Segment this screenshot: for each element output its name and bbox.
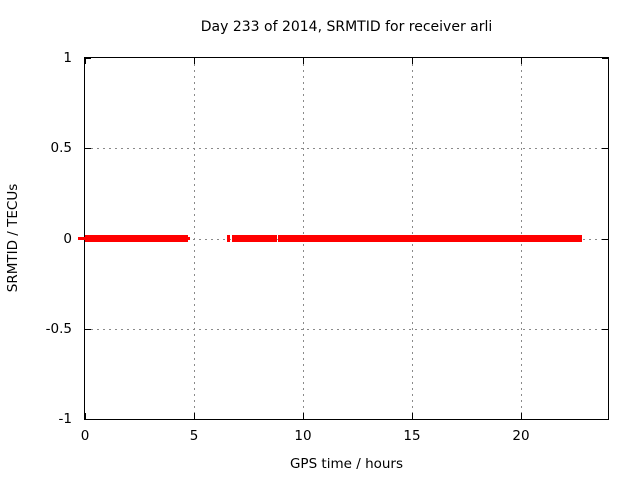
x-tick-top-5 — [194, 58, 195, 64]
x-tick-top-10 — [303, 58, 304, 64]
plot-area — [78, 57, 609, 420]
data-segment-0 — [78, 237, 86, 240]
y-tick-label-1: 1 — [63, 50, 72, 66]
chart-title: Day 233 of 2014, SRMTID for receiver arl… — [200, 19, 493, 35]
data-segment-1 — [85, 235, 188, 242]
y-axis-label: SRMTID / TECUs — [5, 183, 21, 293]
gridline-horizontal--0.5 — [85, 329, 608, 330]
x-axis-label: GPS time / hours — [289, 456, 404, 472]
y-tick-label--1: -1 — [58, 411, 72, 427]
y-tick-right-1 — [602, 58, 608, 59]
x-tick-bottom-10 — [303, 413, 304, 419]
x-tick-label-0: 0 — [80, 428, 90, 444]
y-tick-label-0: 0 — [63, 231, 72, 247]
y-tick-right--1 — [602, 419, 608, 420]
y-tick-left-1 — [85, 58, 91, 59]
x-tick-label-10: 10 — [294, 428, 312, 444]
gridline-vertical-5 — [194, 58, 195, 419]
x-tick-bottom-20 — [521, 413, 522, 419]
x-tick-label-5: 5 — [189, 428, 199, 444]
y-tick-left-0.5 — [85, 148, 91, 149]
x-tick-bottom-0 — [85, 413, 86, 419]
y-tick-right-0.5 — [602, 148, 608, 149]
x-tick-top-15 — [412, 58, 413, 64]
data-segment-2 — [188, 237, 190, 240]
y-tick-left--0.5 — [85, 329, 91, 330]
y-tick-right--0.5 — [602, 329, 608, 330]
x-tick-top-20 — [521, 58, 522, 64]
data-segment-4 — [232, 235, 277, 242]
data-segment-3 — [227, 235, 230, 242]
x-tick-label-15: 15 — [403, 428, 421, 444]
x-tick-label-20: 20 — [512, 428, 530, 444]
y-tick-label--0.5: -0.5 — [45, 321, 72, 337]
y-tick-right-0 — [602, 239, 608, 240]
gridline-horizontal-0.5 — [85, 148, 608, 149]
y-tick-left--1 — [85, 419, 91, 420]
x-tick-bottom-5 — [194, 413, 195, 419]
data-segment-5 — [278, 235, 582, 242]
x-tick-top-0 — [85, 58, 86, 64]
x-tick-bottom-15 — [412, 413, 413, 419]
y-tick-label-0.5: 0.5 — [50, 140, 72, 156]
